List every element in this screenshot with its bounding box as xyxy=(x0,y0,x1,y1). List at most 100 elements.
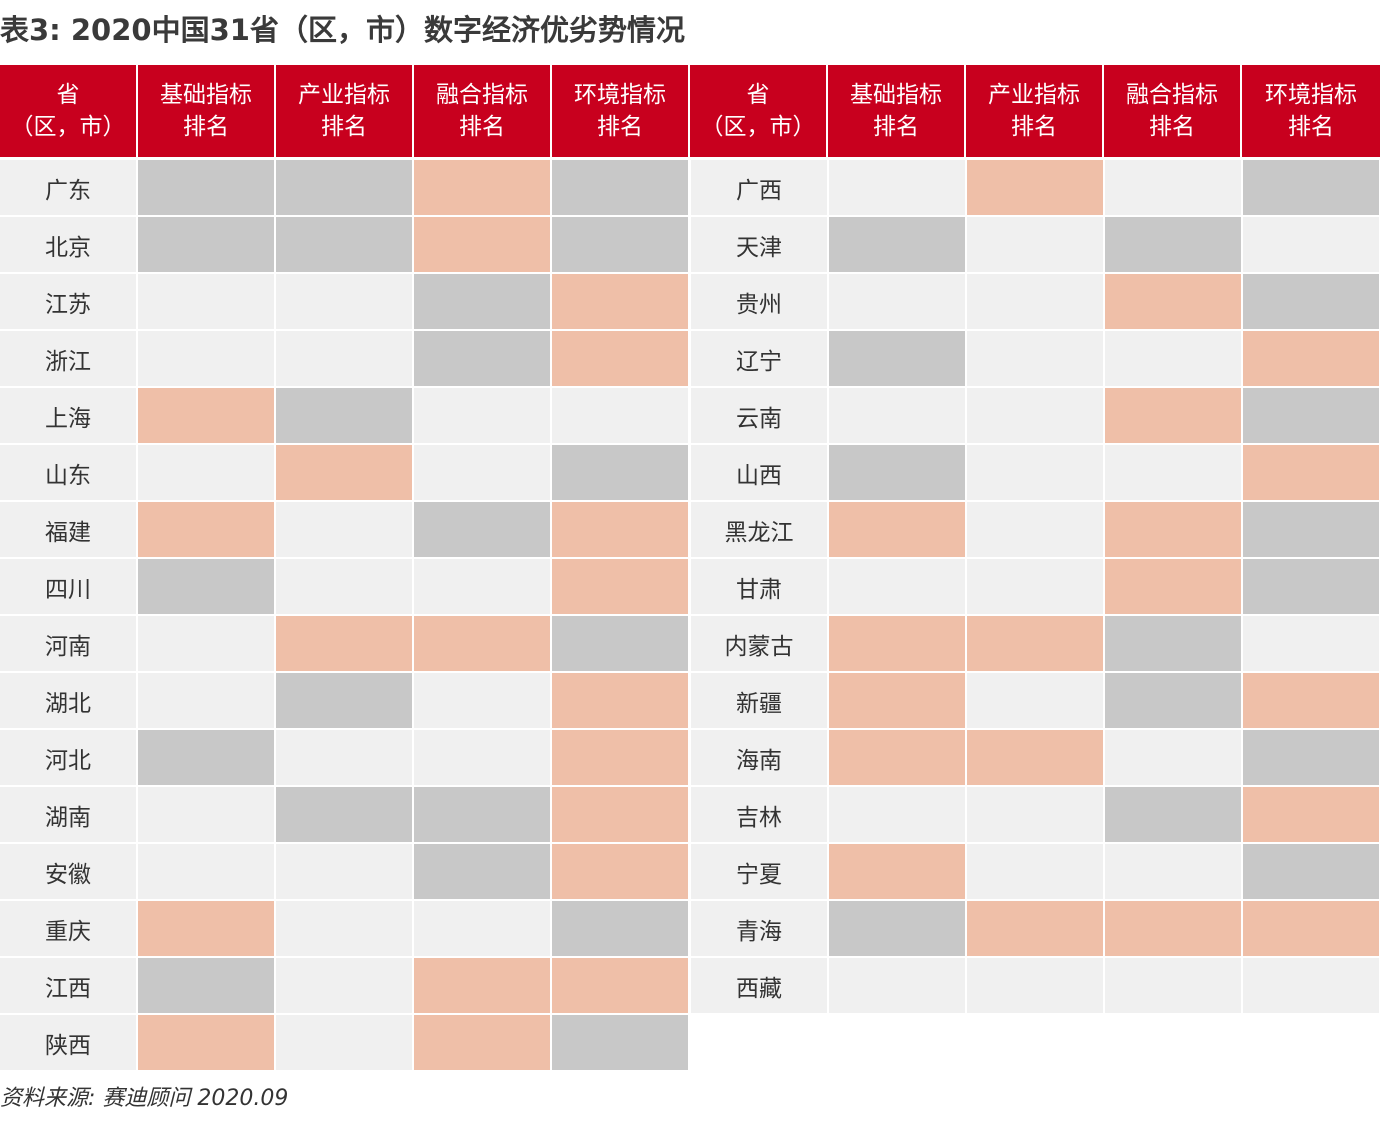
source-note: 资料来源: 赛迪顾问 2020.09 xyxy=(0,1086,289,1111)
table-header: 省（区，市） 基础指标 排名 产业指标 排名 融合指标 排名 环境指标 排名 省（区，市… xyxy=(0,65,1382,157)
indicator-cell xyxy=(829,445,967,500)
indicator-cell xyxy=(552,730,690,785)
indicator-cell xyxy=(829,730,967,785)
table-left-half: 广东 北京 江苏 浙江 上海 山东 福建 四川 河南 湖北 河北 湖南 安徽 重庆 江西 陕西 xyxy=(0,160,691,1070)
province-name: 甘肃 xyxy=(691,559,829,614)
indicator-cell xyxy=(138,331,276,386)
header-basic: 基础指标 排名 xyxy=(138,65,276,157)
province-name: 辽宁 xyxy=(691,331,829,386)
indicator-cell xyxy=(138,787,276,842)
indicator-cell xyxy=(552,673,690,728)
indicator-cell xyxy=(967,160,1105,215)
indicator-cell xyxy=(138,730,276,785)
indicator-cell xyxy=(1243,160,1381,215)
province-name: 重庆 xyxy=(0,901,138,956)
indicator-cell xyxy=(414,730,552,785)
indicator-cell xyxy=(1243,673,1381,728)
page-title: 表3: 2020中国31省（区，市）数字经济优劣势情况 xyxy=(0,13,685,47)
indicator-cell xyxy=(276,445,414,500)
indicator-cell xyxy=(414,844,552,899)
indicator-cell xyxy=(414,445,552,500)
indicator-cell xyxy=(967,901,1105,956)
indicator-cell xyxy=(276,217,414,272)
indicator-cell xyxy=(1243,787,1381,842)
indicator-cell xyxy=(1105,958,1243,1013)
indicator-cell xyxy=(829,160,967,215)
province-name: 广东 xyxy=(0,160,138,215)
province-name: 海南 xyxy=(691,730,829,785)
indicator-cell xyxy=(552,217,690,272)
province-name: 广西 xyxy=(691,160,829,215)
indicator-cell xyxy=(276,787,414,842)
indicator-cell xyxy=(552,616,690,671)
indicator-cell xyxy=(1105,787,1243,842)
province-name: 福建 xyxy=(0,502,138,557)
indicator-cell xyxy=(1243,331,1381,386)
indicator-cell xyxy=(1105,901,1243,956)
indicator-cell xyxy=(552,331,690,386)
indicator-cell xyxy=(414,388,552,443)
indicator-cell xyxy=(138,616,276,671)
indicator-cell xyxy=(276,160,414,215)
indicator-cell xyxy=(1105,274,1243,329)
province-name: 四川 xyxy=(0,559,138,614)
indicator-cell xyxy=(1243,616,1381,671)
province-name: 吉林 xyxy=(691,787,829,842)
province-name: 湖南 xyxy=(0,787,138,842)
province-name: 江苏 xyxy=(0,274,138,329)
indicator-cell xyxy=(138,1015,276,1070)
indicator-cell xyxy=(1243,844,1381,899)
indicator-cell xyxy=(552,958,690,1013)
header-basic-2: 基础指标 排名 xyxy=(828,65,966,157)
indicator-cell xyxy=(829,388,967,443)
indicator-cell xyxy=(414,958,552,1013)
header-fusion-2: 融合指标 排名 xyxy=(1104,65,1242,157)
province-name: 青海 xyxy=(691,901,829,956)
indicator-cell xyxy=(967,502,1105,557)
header-industry: 产业指标 排名 xyxy=(276,65,414,157)
indicator-cell xyxy=(276,901,414,956)
header-province-2: 省（区，市） xyxy=(690,65,828,157)
indicator-cell xyxy=(414,217,552,272)
indicator-cell xyxy=(414,787,552,842)
header-environment: 环境指标 排名 xyxy=(552,65,690,157)
indicator-cell xyxy=(276,673,414,728)
province-name: 山东 xyxy=(0,445,138,500)
indicator-cell xyxy=(1243,730,1381,785)
indicator-cell xyxy=(414,502,552,557)
table-right-half: 广西 天津 贵州 辽宁 云南 山西 黑龙江 甘肃 内蒙古 新疆 海南 吉林 宁夏 青海 西藏 xyxy=(691,160,1382,1013)
indicator-cell xyxy=(1105,445,1243,500)
indicator-cell xyxy=(967,217,1105,272)
indicator-cell xyxy=(414,160,552,215)
header-environment-2: 环境指标 排名 xyxy=(1242,65,1380,157)
indicator-cell xyxy=(967,958,1105,1013)
indicator-cell xyxy=(1243,274,1381,329)
province-name: 宁夏 xyxy=(691,844,829,899)
indicator-cell xyxy=(414,559,552,614)
indicator-cell xyxy=(1105,331,1243,386)
indicator-cell xyxy=(138,274,276,329)
indicator-cell xyxy=(276,730,414,785)
indicator-cell xyxy=(414,1015,552,1070)
province-name: 河北 xyxy=(0,730,138,785)
indicator-cell xyxy=(1243,901,1381,956)
province-name: 上海 xyxy=(0,388,138,443)
indicator-cell xyxy=(138,901,276,956)
header-province: 省（区，市） xyxy=(0,65,138,157)
indicator-cell xyxy=(829,787,967,842)
indicator-cell xyxy=(829,331,967,386)
province-name: 北京 xyxy=(0,217,138,272)
province-name: 西藏 xyxy=(691,958,829,1013)
indicator-cell xyxy=(276,331,414,386)
indicator-cell xyxy=(1105,559,1243,614)
indicator-cell xyxy=(414,616,552,671)
indicator-cell xyxy=(1105,673,1243,728)
indicator-cell xyxy=(138,160,276,215)
indicator-cell xyxy=(1105,616,1243,671)
indicator-cell xyxy=(1243,559,1381,614)
province-name: 江西 xyxy=(0,958,138,1013)
indicator-cell xyxy=(967,559,1105,614)
province-name: 河南 xyxy=(0,616,138,671)
indicator-cell xyxy=(138,217,276,272)
indicator-cell xyxy=(138,559,276,614)
